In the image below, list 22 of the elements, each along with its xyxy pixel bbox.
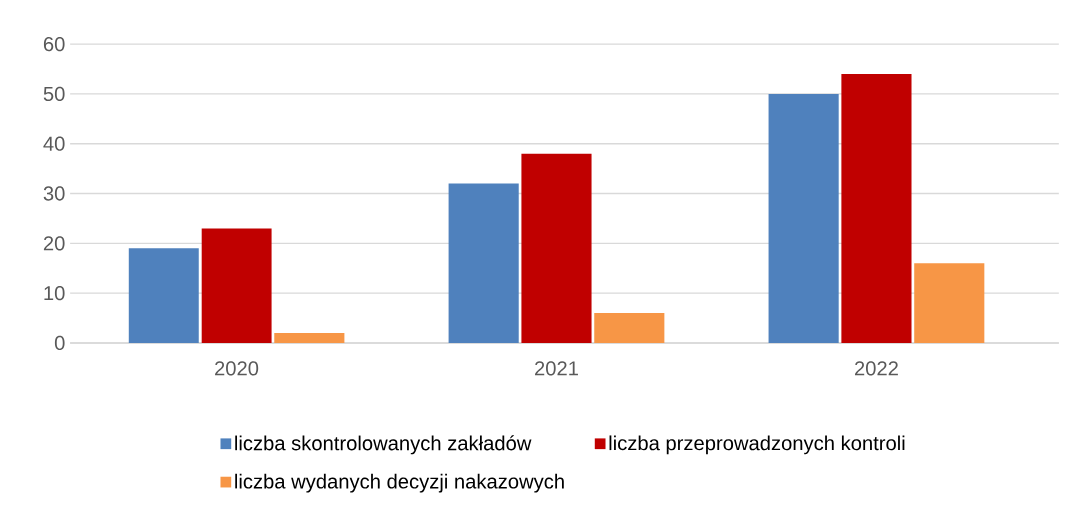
y-tick-label: 50: [43, 86, 65, 102]
x-tick-label: 2022: [854, 361, 898, 376]
bar: [594, 313, 665, 344]
legend-label: liczba przeprowadzonych kontroli: [609, 435, 905, 455]
x-tick-label: 2021: [535, 361, 578, 376]
legend-label: liczba skontrolowanych zakładów: [235, 435, 532, 455]
y-tick-label: 20: [43, 236, 65, 251]
y-tick-label: 60: [43, 36, 65, 52]
y-tick-label: 40: [43, 136, 65, 151]
y-tick-label: 0: [54, 335, 65, 351]
bar: [201, 228, 272, 344]
bar: [521, 153, 592, 344]
bar: [841, 74, 912, 344]
bar: [448, 183, 519, 344]
x-tick-label: 2020: [215, 361, 259, 376]
bar: [768, 93, 839, 344]
bar: [274, 333, 345, 344]
y-tick-label: 30: [43, 186, 65, 201]
bar: [914, 263, 985, 344]
y-tick-label: 10: [44, 286, 65, 301]
legend-label: liczba wydanych decyzji nakazowych: [235, 473, 564, 493]
bar: [128, 248, 199, 344]
